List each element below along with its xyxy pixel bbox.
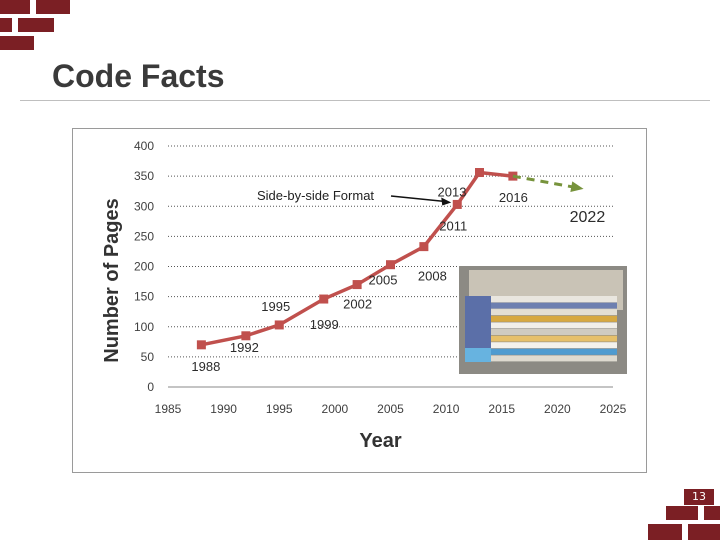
slide-title: Code Facts [52,58,225,94]
data-point-marker [274,320,284,330]
pages-per-year-chart: 0 50 100 150 200 250 300 350 400 1985 1990 1995 2000… [101,139,627,452]
data-point-marker [386,260,395,270]
year-data-label: 1992 [230,340,259,355]
brick-decoration-top [0,0,70,52]
year-data-label: 1999 [310,317,339,332]
y-tick-label: 200 [134,260,154,274]
x-axis-title: Year [359,430,401,452]
y-tick-label: 150 [134,290,154,304]
data-point-marker [319,294,329,304]
x-tick-label: 1990 [210,402,237,416]
code-books-photo [459,266,627,374]
x-tick-label: 2005 [377,402,404,416]
y-tick-label: 100 [134,320,154,334]
year-data-label: 2011 [439,218,467,233]
x-tick-label: 2010 [433,402,460,416]
projection-arrowhead [570,181,584,192]
projected-line [512,174,580,190]
year-data-label: 1988 [191,359,220,374]
annotation-arrowhead [441,197,452,206]
year-data-label: 2005 [369,273,398,288]
y-tick-label: 300 [134,199,154,213]
year-data-label: 1995 [261,299,290,314]
x-tick-label: 2015 [488,402,515,416]
y-tick-label: 350 [134,169,154,183]
year-data-label: 2022 [570,209,606,226]
side-by-side-annotation: Side-by-side Format [257,188,374,203]
title-divider [20,100,710,101]
y-axis-title: Number of Pages [101,198,123,362]
y-tick-label: 400 [134,139,154,153]
y-tick-label: 50 [141,350,155,364]
year-data-label: 2002 [343,297,372,312]
year-data-label: 2013 [438,185,467,200]
data-point-marker [241,331,251,341]
x-tick-label: 2020 [544,402,571,416]
data-point-marker [452,199,462,209]
data-point-marker [419,242,429,252]
x-tick-label: 1985 [155,402,182,416]
x-tick-label: 1995 [266,402,293,416]
pages-line [201,170,514,347]
data-point-marker [196,340,206,350]
x-tick-label: 2000 [322,402,349,416]
x-tick-label: 2025 [600,402,627,416]
year-data-label: 2016 [499,190,528,205]
y-tick-label: 0 [147,380,154,394]
brick-decoration-bottom [648,506,720,540]
page-number: 13 [684,489,714,505]
year-data-label: 2008 [418,269,447,284]
annotation-arrow-line [390,195,446,203]
data-point-marker [475,168,484,178]
data-point-marker [352,280,362,290]
y-tick-label: 250 [134,229,154,243]
